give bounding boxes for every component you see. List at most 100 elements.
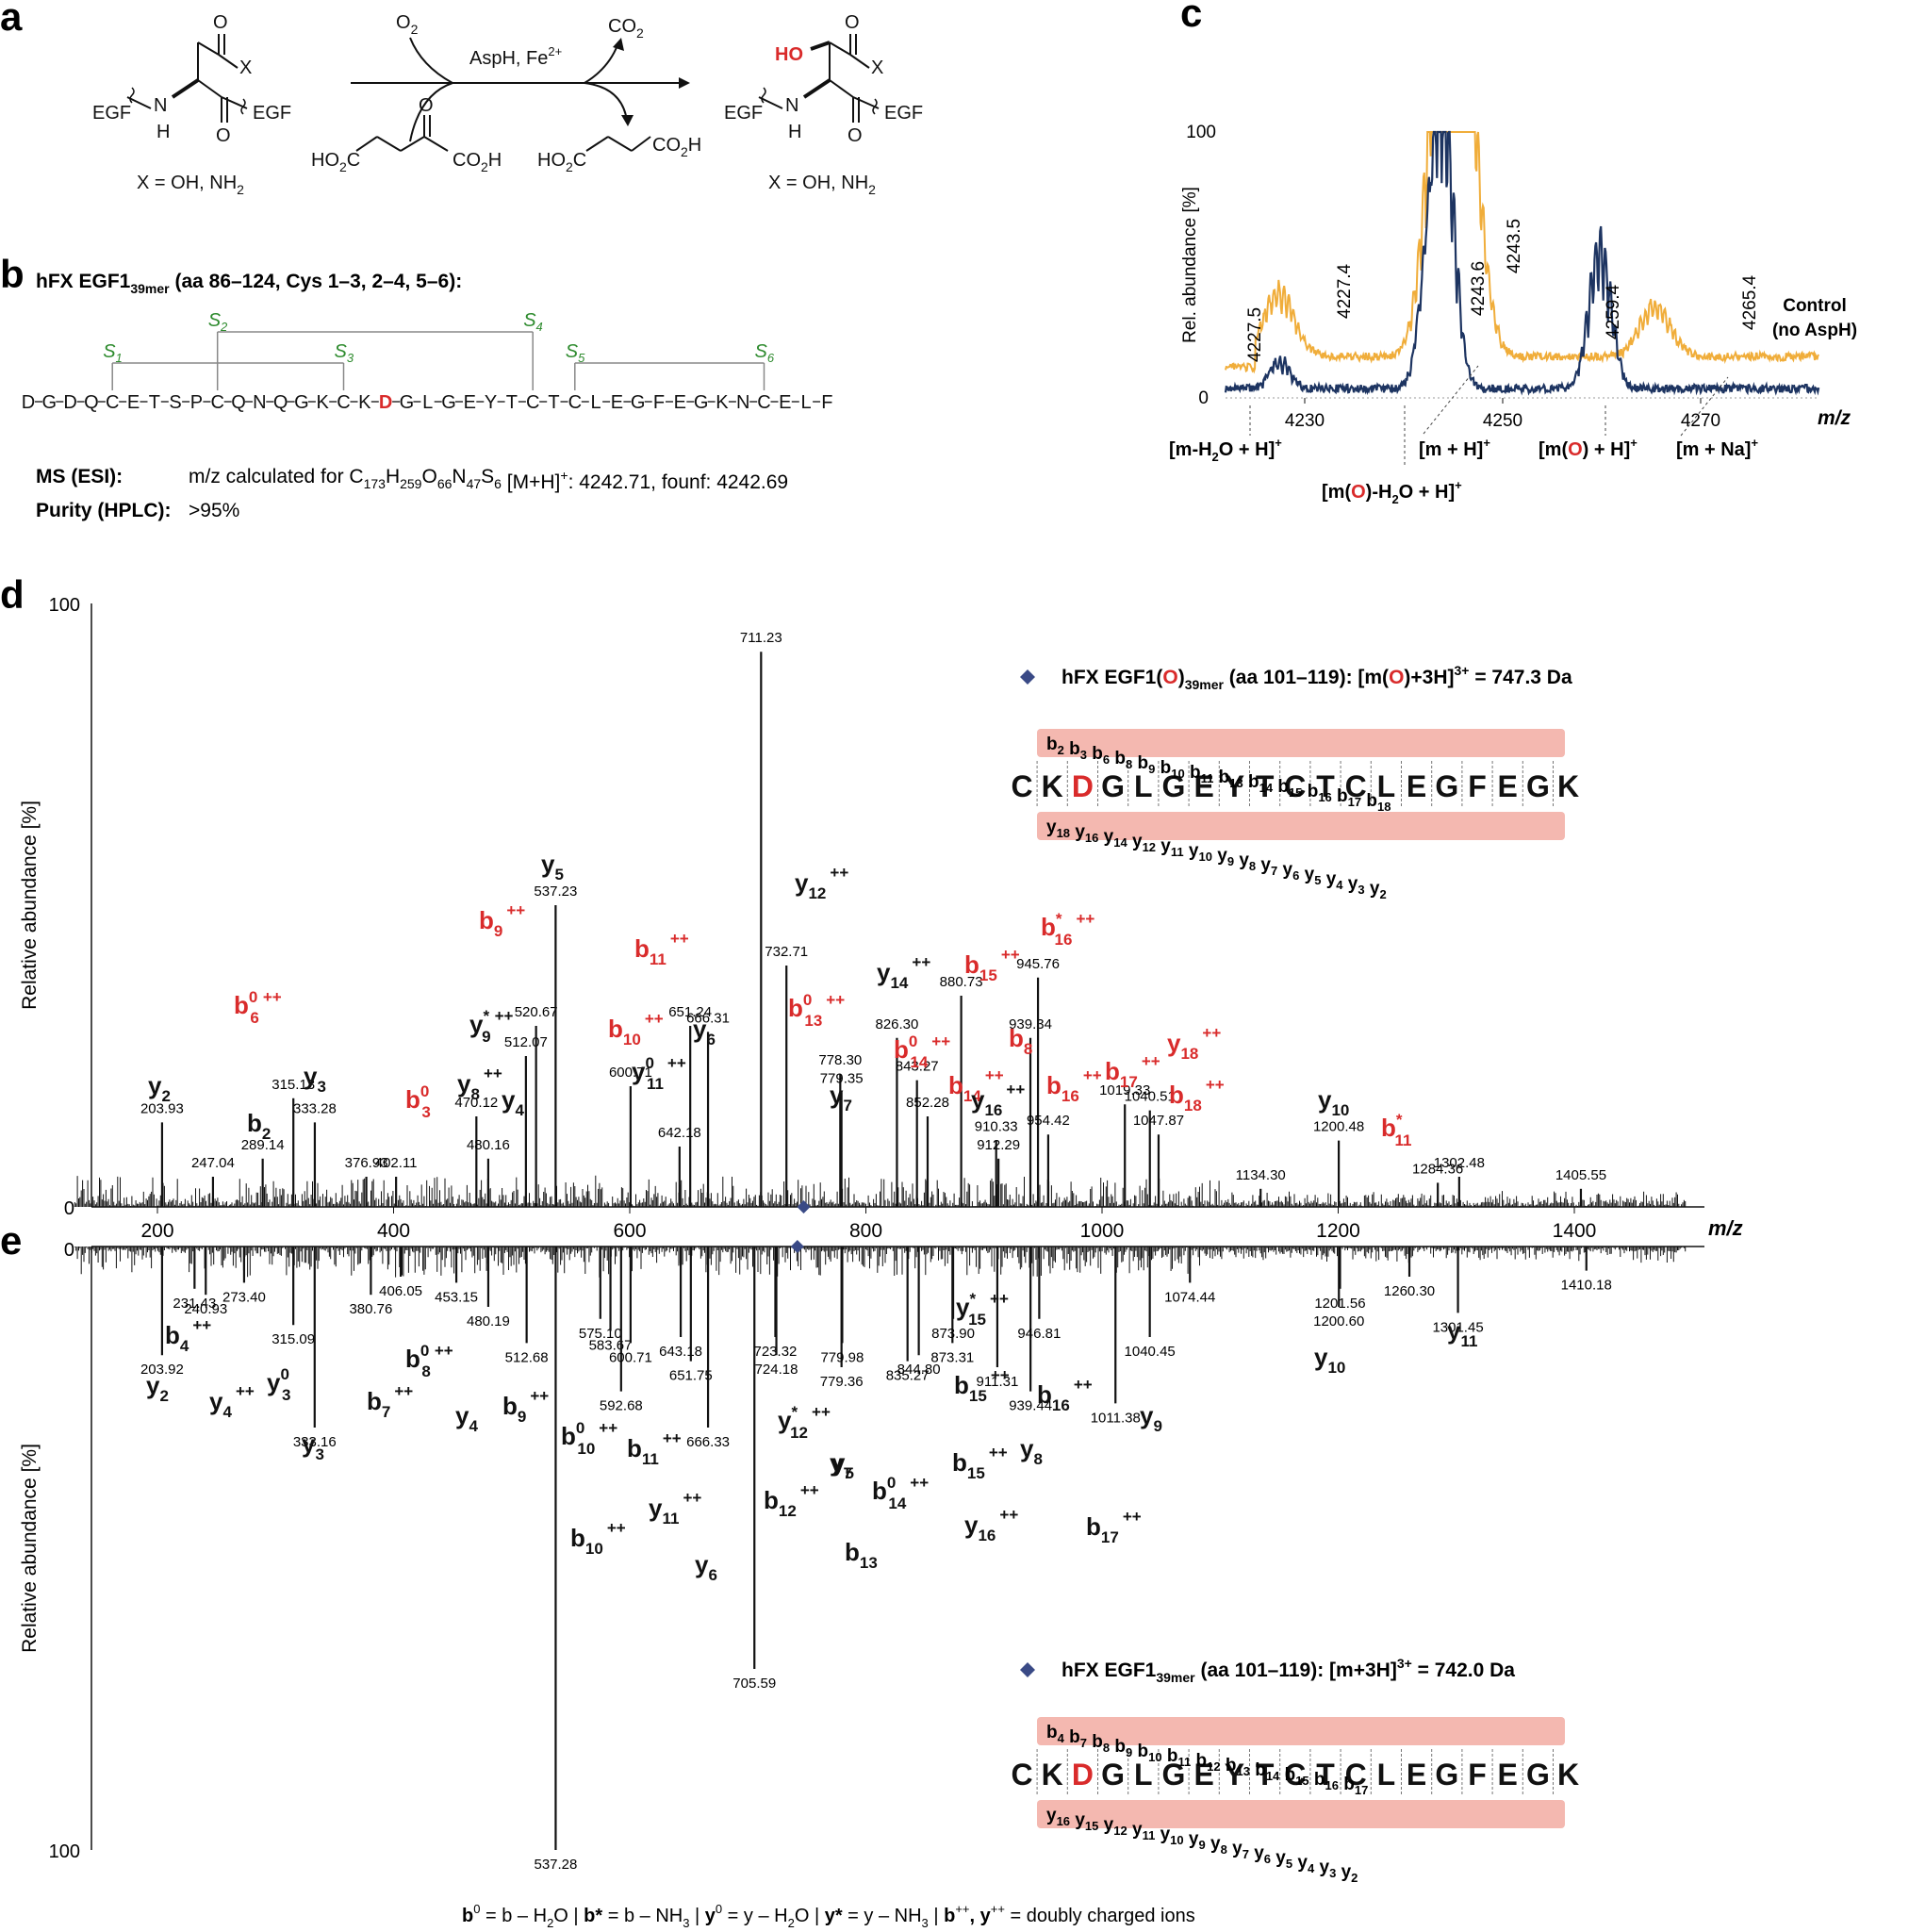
residue: L	[422, 392, 433, 413]
product-n-label: N	[785, 95, 798, 116]
peak-mz-label: 1301.45	[1432, 1319, 1483, 1335]
ion-label: y16++	[971, 1081, 1025, 1119]
peak-mz-label: 273.40	[222, 1289, 266, 1305]
y-tick-label: 100	[1186, 123, 1216, 142]
ion-label: b* 11	[1381, 1111, 1412, 1149]
peak-mz-label: 705.59	[732, 1676, 776, 1692]
peak-mz-label: 946.81	[1017, 1326, 1061, 1342]
peak-mz-label: 666.31	[686, 1010, 730, 1026]
x-tick-label: 1400	[1553, 1220, 1597, 1242]
y-tick-label: 0	[64, 1198, 74, 1219]
ion-label: y9	[1140, 1401, 1162, 1435]
ion-label: y5	[831, 1448, 854, 1482]
succ-ho2c: HO2C	[537, 150, 586, 174]
legend-control: Control	[1783, 296, 1847, 316]
ion-label: b12++	[764, 1481, 819, 1520]
precursor-marker	[797, 1200, 811, 1214]
substrate-o-label: O	[213, 12, 228, 33]
ion-label: b0 14++	[872, 1474, 929, 1512]
ion-label: y4++	[209, 1382, 255, 1421]
y-ion-list: y16 y15 y12 y11 y10 y9 y8 y7 y6 y5 y4 y3…	[1046, 1806, 1358, 1885]
peak-mz-label: 512.07	[504, 1034, 548, 1050]
peak-mz-label: 732.71	[765, 944, 808, 960]
purity-label: Purity (HPLC):	[36, 500, 172, 521]
ion-label: y5	[541, 850, 564, 883]
peptide-title: hFX EGF139mer (aa 86–124, Cys 1–3, 2–4, …	[36, 271, 462, 296]
co2-curve	[584, 44, 618, 84]
cysteine-label: S2	[208, 310, 228, 334]
ion-label: y0 11++	[632, 1054, 686, 1093]
coverage-residue: G	[1526, 769, 1550, 803]
peak-mz-label: 1011.38	[1091, 1410, 1141, 1426]
peak-mz-label: 315.09	[272, 1331, 315, 1347]
ion-label: b15++	[964, 946, 1020, 984]
peak-mz-label: 911.31	[977, 1374, 1019, 1390]
ms-value: m/z calculated for C173H259O66N47S6 [M+H…	[189, 466, 788, 493]
ion-label: y7	[830, 1081, 852, 1115]
residue: D	[63, 392, 76, 413]
coverage-residue: T	[1256, 769, 1275, 803]
residue: E	[127, 392, 140, 413]
residue: C	[757, 392, 770, 413]
ion-label: y8	[1020, 1434, 1043, 1468]
ion-label: b0 3	[405, 1082, 431, 1121]
ms-label: MS (ESI):	[36, 466, 123, 487]
peak-mz-label: 231.43	[173, 1296, 216, 1312]
peak-mz-label: 945.76	[1016, 956, 1060, 972]
coverage-residue: L	[1134, 769, 1153, 803]
peak-mz-label: 1302.48	[1434, 1155, 1485, 1171]
disulfide-bridges: S1 S2 S3 S4 S5 S6	[103, 310, 775, 390]
ion-label: b* 16++	[1041, 910, 1094, 949]
product-o2-label: O	[848, 125, 863, 146]
coverage-residue: G	[1162, 769, 1186, 803]
peak-mz-label: 873.31	[930, 1349, 974, 1365]
residue: K	[317, 392, 330, 413]
coverage-residue: G	[1435, 1758, 1458, 1792]
reaction-arrowhead	[679, 77, 690, 89]
ion-label: b7++	[367, 1382, 413, 1421]
peak-mz-label: 880.73	[940, 974, 983, 990]
panel-label-c: c	[1180, 0, 1202, 35]
y-tick-label: 0	[1198, 388, 1209, 408]
ion-label: b9++	[502, 1387, 549, 1426]
residue: L	[591, 392, 601, 413]
coverage-residue: G	[1526, 1758, 1550, 1792]
product-ho-label: HO	[775, 44, 803, 65]
succ-co2h: CO2H	[652, 135, 701, 159]
legend-control-sub: (no AspH)	[1772, 321, 1857, 340]
residue: L	[801, 392, 812, 413]
peak-mz-label: 1134.30	[1236, 1167, 1286, 1183]
peak-mz-label: 380.76	[349, 1301, 392, 1317]
control-trace	[1225, 131, 1820, 374]
product-h-label: H	[788, 122, 801, 142]
product-structure	[758, 34, 880, 123]
ion-label: y8++	[457, 1065, 502, 1103]
peak-mz-label: 406.05	[379, 1283, 422, 1299]
peak-mz-label: 1410.18	[1561, 1278, 1612, 1294]
x-tick-label: 4230	[1285, 411, 1325, 431]
noise-peaks	[74, 1175, 1687, 1207]
coverage-residue: F	[1468, 1758, 1487, 1792]
peak-label: 4259.4	[1604, 284, 1623, 339]
peak-mz-label: 600.71	[609, 1065, 652, 1081]
panel-label-d: d	[0, 572, 25, 617]
succinate-structure	[585, 136, 651, 152]
ion-label: b14++	[948, 1066, 1004, 1105]
x-tick-label: 800	[849, 1220, 882, 1242]
y-tick-label: 0	[64, 1240, 74, 1261]
substrate-h-label: H	[156, 122, 170, 142]
panel-label-b: b	[0, 252, 25, 296]
b-ion-box	[1037, 1717, 1565, 1745]
ion-label: b0 13++	[788, 991, 845, 1030]
reaction-scheme: O X N H O EGF EGF X = OH, NH2 AspH, Fe2+…	[92, 12, 923, 197]
coverage-residue: L	[1377, 1758, 1396, 1792]
peak-mz-label: 480.16	[467, 1137, 510, 1153]
peak-mz-label: 873.90	[931, 1326, 975, 1342]
residue: E	[674, 392, 686, 413]
msms-oxidized-chart: 0 100 Relative abundance [%] 200 400 600 800 10…	[19, 595, 1743, 1242]
ion-label: y0 3	[267, 1365, 290, 1404]
cysteine-label: S6	[755, 341, 775, 365]
msms-unmodified-chart: 0 100 Relative abundance [%] 203.92 231.4324…	[19, 1240, 1704, 1885]
peak-mz-label: 779.36	[820, 1374, 864, 1390]
x-tick-label: 1000	[1080, 1220, 1125, 1242]
